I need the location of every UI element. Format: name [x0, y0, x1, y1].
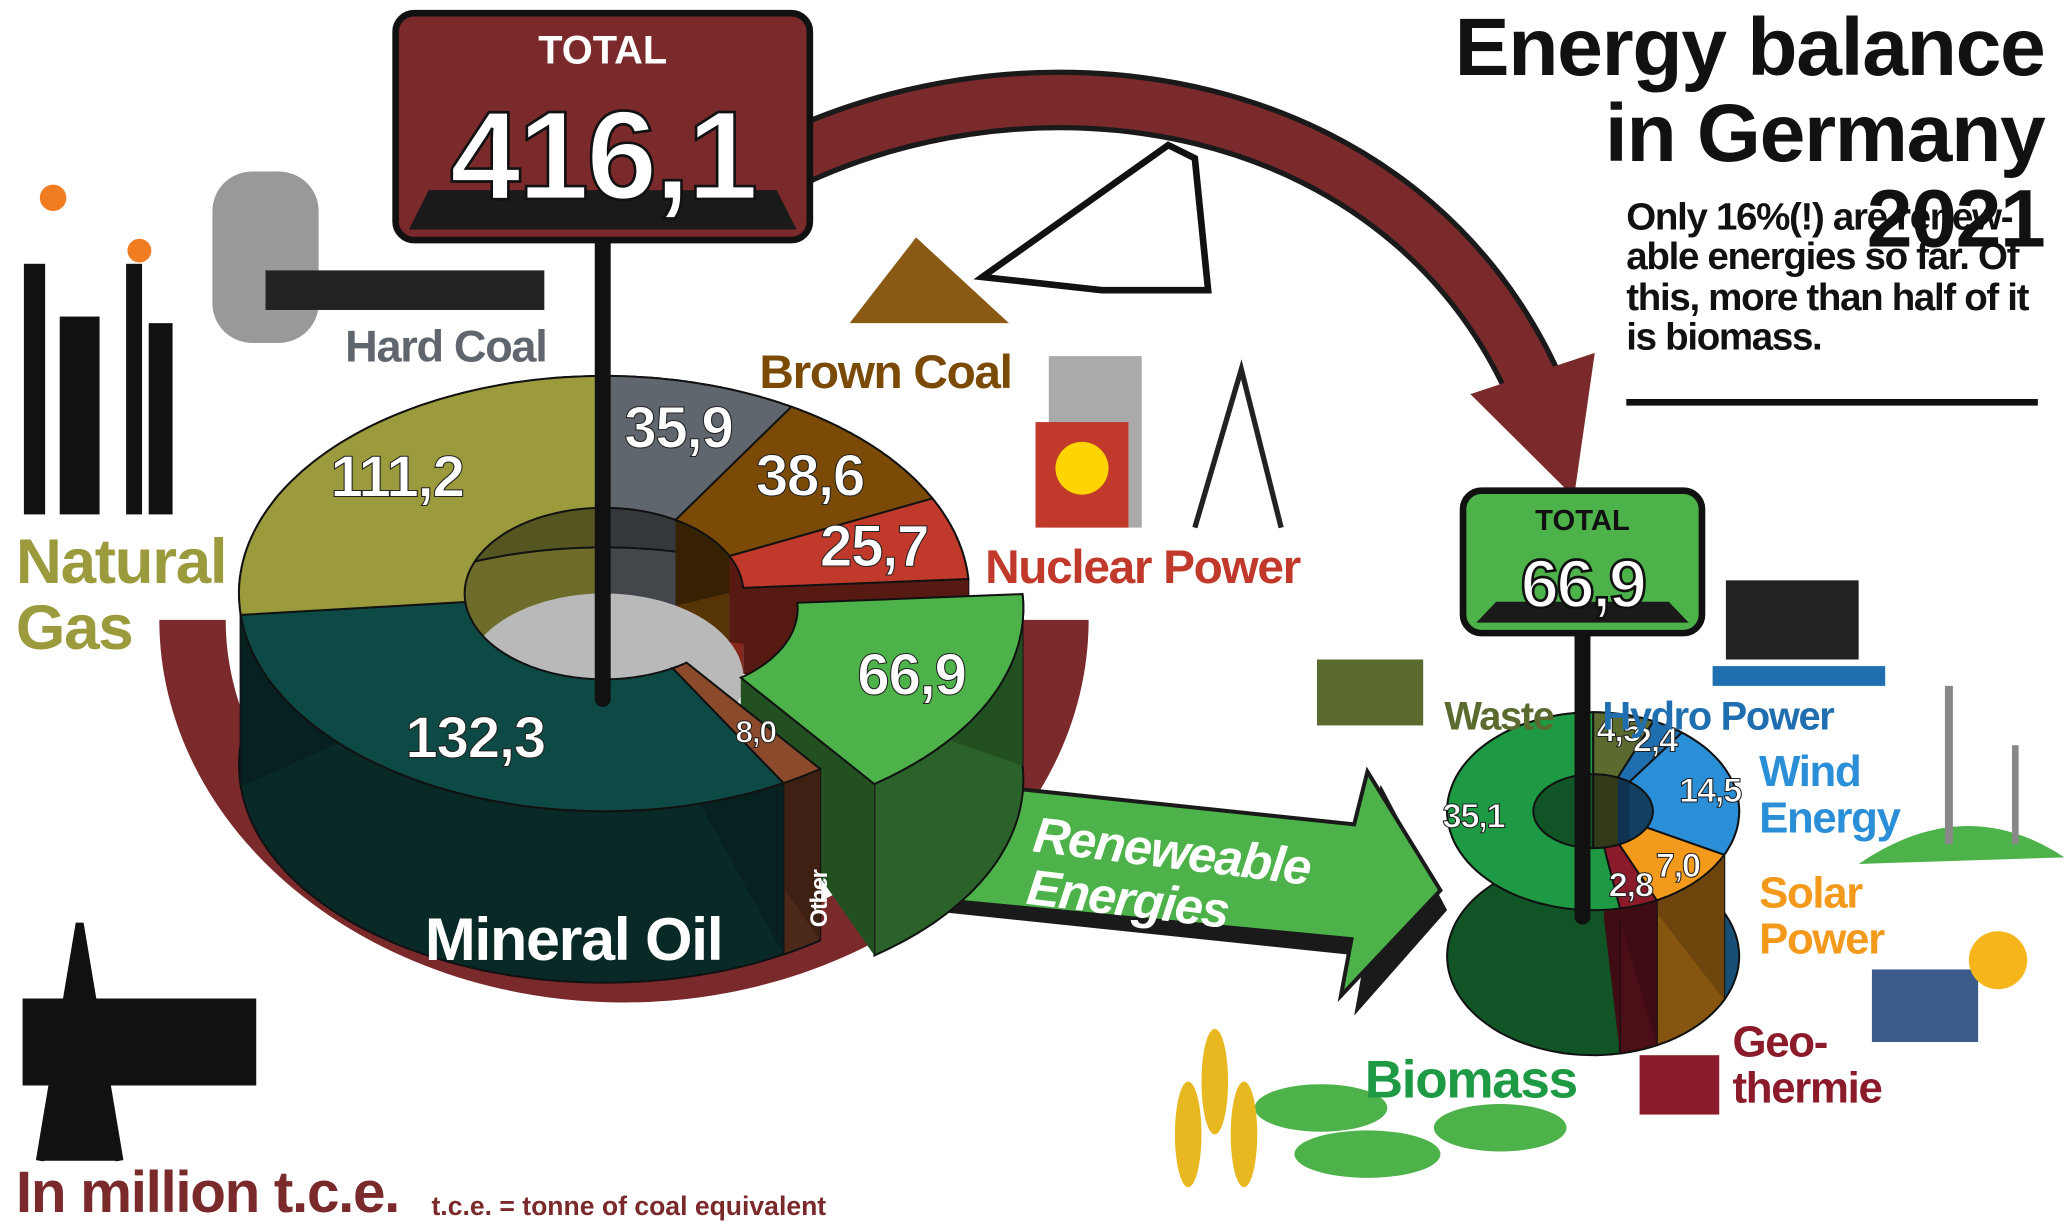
value-label: 66,9: [857, 643, 965, 708]
unit-note: In million t.c.e.: [16, 1163, 399, 1224]
category-label: Natural Gas: [16, 530, 242, 663]
icon-excavator: [982, 145, 1208, 290]
category-label: Hydro Power: [1602, 696, 1833, 738]
value-label: 8,0: [735, 714, 776, 750]
category-label: Waste: [1444, 696, 1553, 738]
icon-hydro: [1726, 580, 1859, 659]
category-label: Brown Coal: [759, 347, 1011, 397]
icon-corn: [1231, 1082, 1258, 1188]
value-label: 111,2: [331, 445, 464, 510]
value-label: 7,0: [1656, 847, 1700, 885]
value-label: 35,1: [1443, 798, 1506, 836]
footnote: t.c.e. = tonne of coal equivalent: [431, 1194, 826, 1222]
icon-refinery: [60, 317, 100, 515]
icon-refinery: [149, 323, 173, 514]
category-label: Solar Power: [1759, 871, 1905, 962]
value-label: 14,5: [1679, 772, 1742, 810]
total-value: 416,1: [450, 85, 756, 227]
category-label: Mineral Oil: [425, 907, 723, 971]
category-label: Wind Energy: [1759, 749, 1918, 840]
page: PRIMARY ENERGY 35,938,625,766,98,01: [0, 0, 2071, 1224]
total-caption: TOTAL: [1535, 505, 1630, 537]
icon-flame: [40, 185, 67, 211]
icon-refinery: [24, 264, 45, 515]
category-label: Nuclear Power: [985, 542, 1300, 592]
value-label: 38,6: [756, 444, 864, 509]
infographic: PRIMARY ENERGY 35,938,625,766,98,01: [0, 0, 2071, 1224]
value-label: 35,9: [624, 396, 732, 461]
icon-water: [1713, 666, 1886, 686]
icon-mine: [212, 171, 318, 342]
icon-flame: [127, 239, 151, 263]
value-label: 132,3: [405, 706, 545, 771]
category-label: Other: [807, 870, 832, 927]
value-label: 25,7: [820, 514, 928, 579]
icon-waste: [1317, 660, 1423, 726]
subtitle: Only 16%(!) are renew-able energies so f…: [1626, 198, 2044, 359]
icon-oil-rig: [27, 923, 253, 1160]
category-label: Biomass: [1365, 1053, 1577, 1108]
value-label: 2,8: [1609, 867, 1654, 905]
icon-radiation: [1055, 442, 1108, 495]
icon-sun: [1969, 931, 2027, 989]
icon-biogas: [1294, 1130, 1440, 1177]
total-value: 66,9: [1521, 546, 1645, 623]
total-caption: TOTAL: [538, 28, 667, 72]
icon-biogas: [1434, 1104, 1567, 1151]
icon-geothermal: [1640, 1055, 1720, 1114]
icon-corn: [1201, 1029, 1228, 1135]
category-label: Hard Coal: [345, 324, 546, 371]
icon-solar-panel: [1872, 969, 1978, 1042]
icon-pylon: [1195, 369, 1281, 527]
icon-refinery: [126, 264, 142, 515]
icon-corn: [1175, 1082, 1202, 1188]
category-label: Geo-thermie: [1733, 1020, 1866, 1111]
icon-coal-carts: [266, 270, 545, 310]
